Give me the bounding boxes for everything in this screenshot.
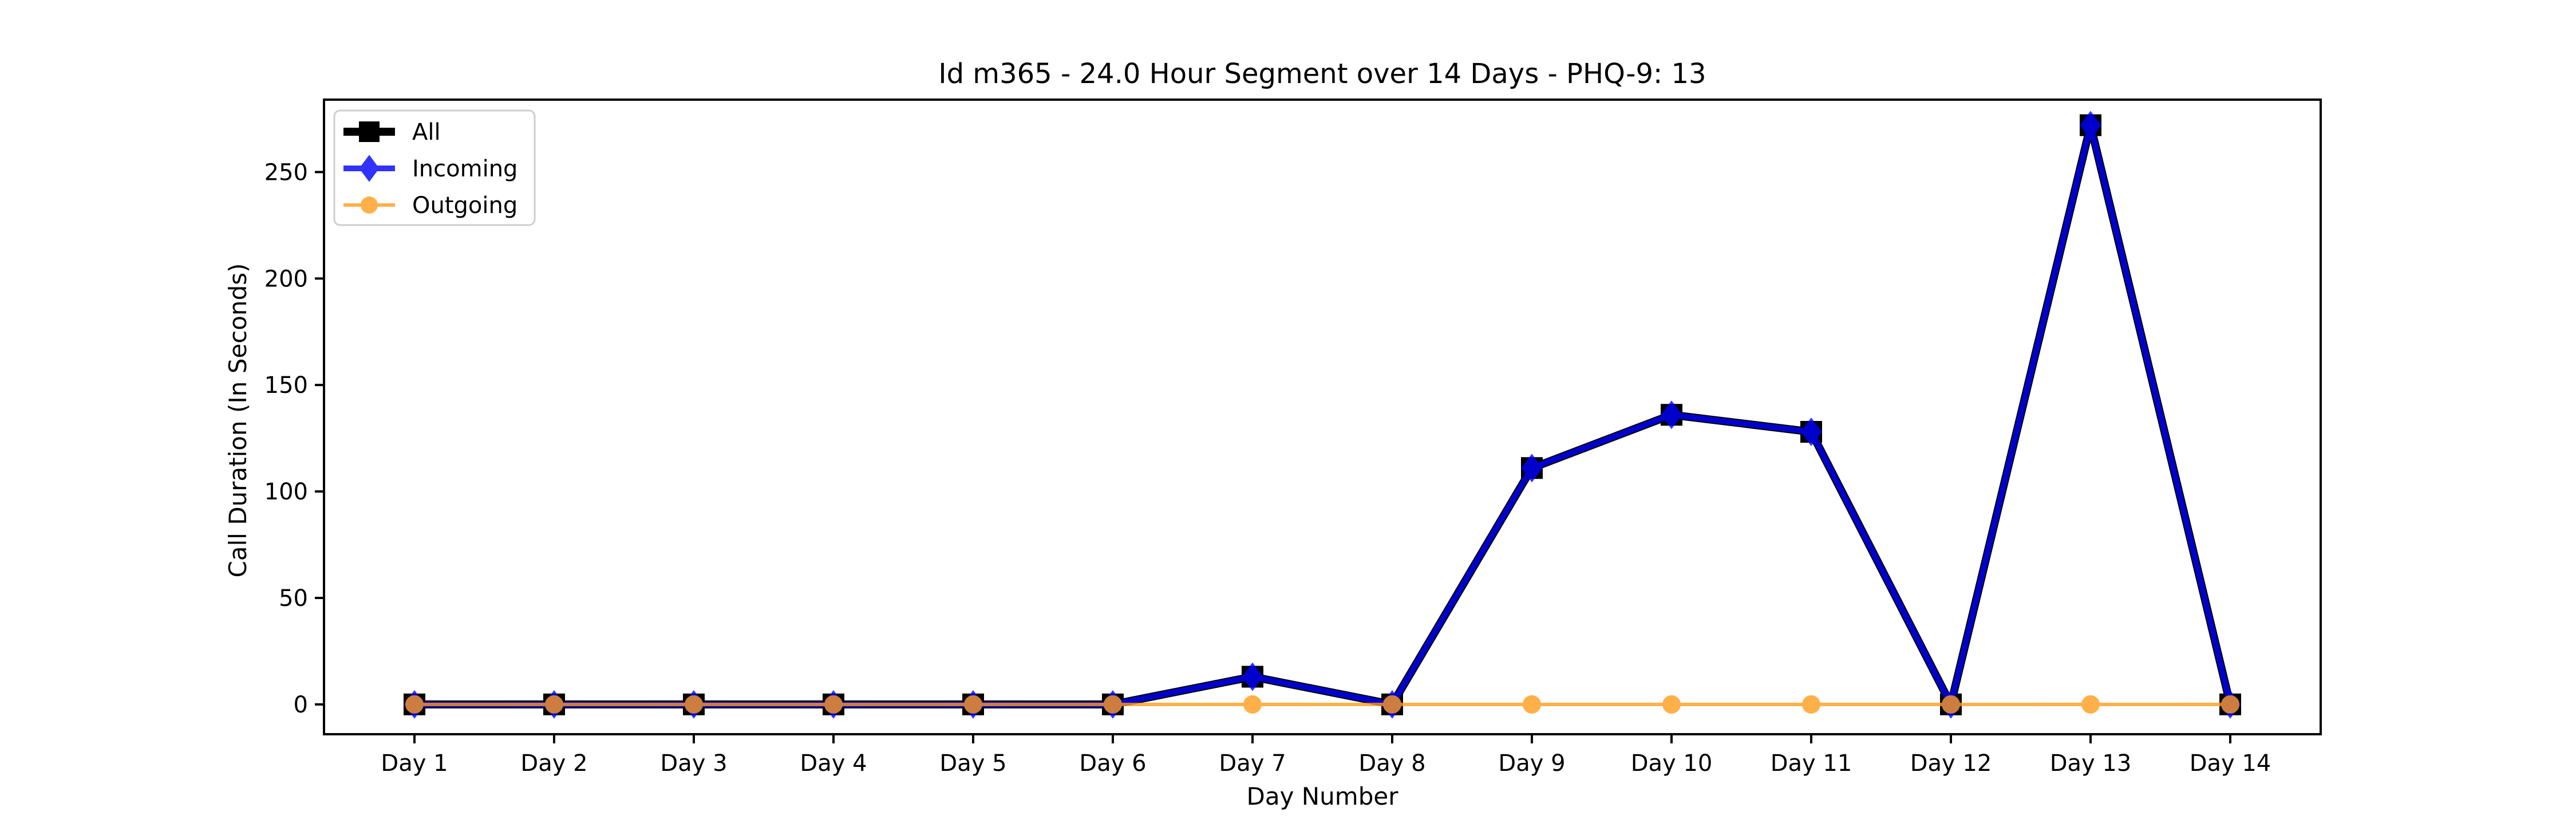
data-point-3-7: [1243, 695, 1262, 714]
series-3: [405, 695, 2239, 714]
x-tick-label-5: Day 5: [939, 750, 1006, 777]
x-tick-label-9: Day 9: [1498, 750, 1565, 777]
data-point-3-14: [2221, 695, 2239, 714]
y-tick-label-1: 0: [294, 692, 308, 718]
data-point-3-9: [1523, 695, 1541, 714]
legend-marker-1: [359, 121, 380, 142]
y-axis-label: Call Duration (In Seconds): [224, 263, 252, 577]
x-tick-label-1: Day 1: [381, 750, 448, 777]
x-tick-label-4: Day 4: [800, 750, 867, 777]
data-point-2-13: [2080, 111, 2101, 140]
x-tick-label-7: Day 7: [1219, 750, 1286, 777]
legend: All Incoming Outgoing: [333, 109, 536, 226]
legend-label-1: All: [412, 119, 441, 145]
data-point-3-6: [1104, 695, 1122, 714]
data-point-3-3: [685, 695, 703, 714]
x-tick-label-3: Day 3: [660, 750, 727, 777]
y-tick-label-5: 200: [264, 266, 308, 292]
data-point-3-12: [1942, 695, 1960, 714]
data-point-2-11: [1800, 418, 1822, 446]
data-point-3-2: [545, 695, 563, 714]
x-tick-label-11: Day 11: [1771, 750, 1852, 777]
y-tick-label-4: 150: [264, 372, 308, 399]
x-tick-label-10: Day 10: [1631, 750, 1713, 777]
legend-item-2: [343, 155, 395, 182]
legend-item-1: [343, 121, 395, 142]
x-tick-label-13: Day 13: [2050, 750, 2132, 777]
legend-box: [333, 109, 536, 226]
data-point-3-8: [1383, 695, 1401, 714]
x-tick-label-12: Day 12: [1910, 750, 1992, 777]
y-tick-label-6: 250: [264, 159, 308, 186]
data-point-2-9: [1521, 454, 1543, 483]
data-point-2-7: [1242, 662, 1263, 691]
plot-area: [404, 111, 2241, 719]
data-point-3-1: [405, 695, 424, 714]
legend-label-3: Outgoing: [412, 192, 517, 219]
legend-label-2: Incoming: [412, 156, 517, 182]
y-tick-label-2: 50: [279, 585, 308, 612]
x-tick-label-6: Day 6: [1079, 750, 1146, 777]
plot-frame: [323, 99, 2322, 735]
legend-marker-2: [359, 155, 380, 182]
data-point-3-4: [824, 695, 843, 714]
data-point-3-13: [2081, 695, 2100, 714]
x-tick-label-8: Day 8: [1358, 750, 1425, 777]
data-point-3-11: [1802, 695, 1820, 714]
legend-item-3: [343, 196, 395, 214]
data-point-2-10: [1661, 400, 1682, 430]
data-point-3-10: [1662, 695, 1681, 714]
x-tick-label-2: Day 2: [520, 750, 587, 777]
legend-marker-3: [361, 196, 378, 214]
data-point-3-5: [964, 695, 982, 714]
chart-title: Id m365 - 24.0 Hour Segment over 14 Days…: [938, 58, 1706, 90]
y-tick-label-3: 100: [264, 479, 308, 505]
x-tick-label-14: Day 14: [2190, 750, 2271, 777]
x-axis-label: Day Number: [1246, 782, 1398, 810]
axes: 0 50 100 150 200 250 Day 1 Day 2 Day 3 Day 4 Day 5…: [264, 99, 2322, 777]
